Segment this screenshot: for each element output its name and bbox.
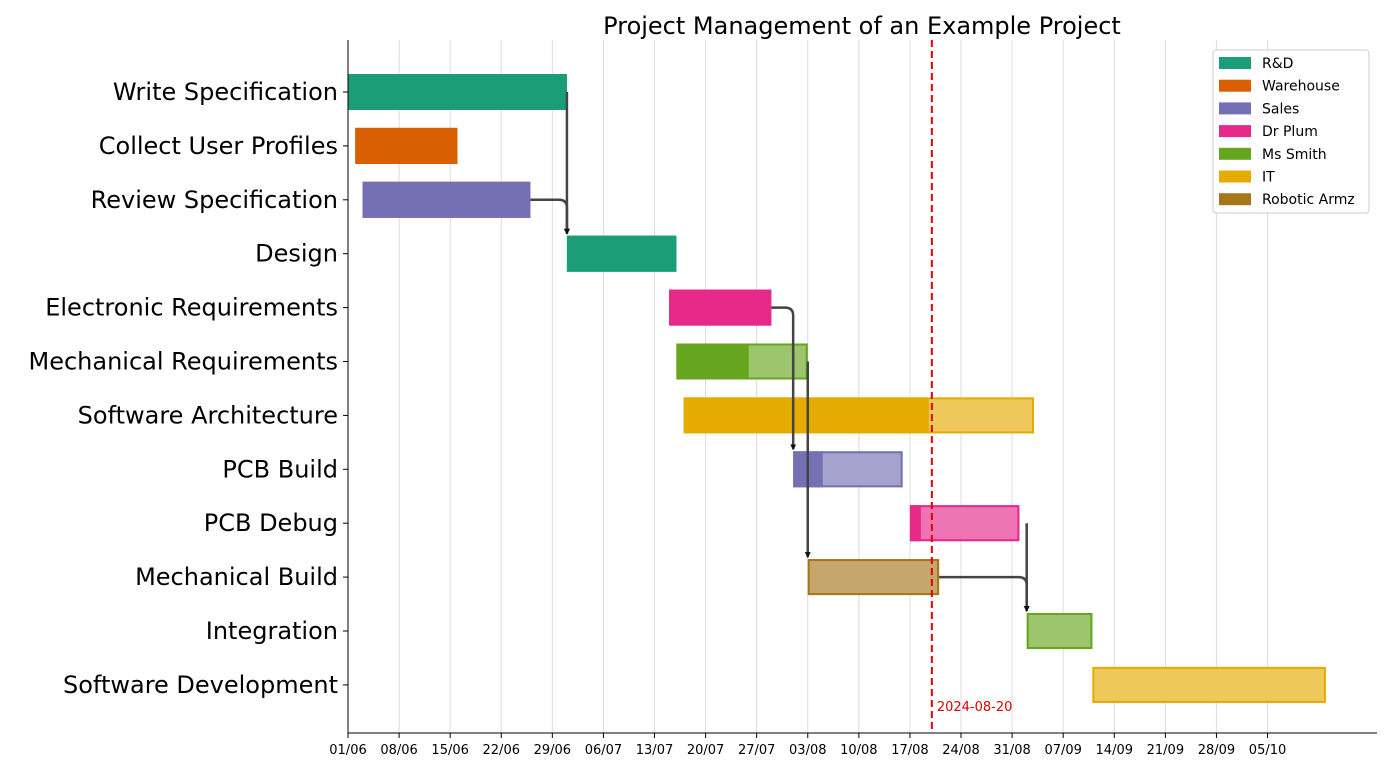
task-bar-remaining [1026,613,1093,649]
task-label: Software Architecture [78,401,338,429]
legend-swatch [1219,170,1251,183]
today-marker: 2024-08-20 [930,40,1013,733]
task-bar-completed [676,343,749,380]
task-bar [362,181,531,218]
task-bar [683,397,1035,434]
x-tick-label: 01/06 [329,743,366,758]
x-gridlines [398,40,1269,733]
task-bar-completed [362,181,531,218]
task-bar-remaining [807,559,940,596]
legend-swatch [1219,193,1251,206]
x-tick-label: 08/06 [380,743,417,758]
x-tick-label: 03/08 [789,743,826,758]
task-bar [348,74,567,110]
legend-swatch [1219,147,1251,160]
task-bar [566,235,677,272]
axes: 01/06 08/06 15/06 22/06 29/06 06/07 13/07 20/07… [28,40,1377,758]
task-label: Mechanical Requirements [28,348,338,376]
legend-entry: Warehouse [1262,79,1340,95]
dependency-arrows [530,92,1030,612]
task-bar [1092,666,1326,703]
x-tick-label: 20/07 [687,743,724,758]
legend: R&D Warehouse Sales Dr Plum Ms Smith IT Roboti… [1212,49,1370,214]
task-bar-outline [355,127,458,164]
legend-swatch [1219,102,1251,115]
task-bar [676,343,808,380]
task-bar [355,127,458,164]
x-tick-label: 05/10 [1249,743,1286,758]
task-bar-outline [807,559,940,596]
task-bar-outline [362,181,531,218]
x-tick-label: 14/09 [1096,743,1133,758]
x-tick-label: 29/06 [534,743,571,758]
x-tick-label: 28/09 [1198,743,1235,758]
task-bar [1026,613,1093,649]
task-label: Write Specification [113,78,338,106]
task-bar-remaining [909,505,1020,542]
task-label: Design [255,240,338,268]
legend-swatch [1219,57,1251,69]
task-bar-completed [348,74,567,110]
legend-box [1212,49,1370,214]
task-label: Review Specification [91,186,338,214]
task-label: Mechanical Build [135,563,338,591]
task-bar [807,559,940,596]
legend-entry: Sales [1262,101,1299,117]
task-bar-completed [669,289,772,326]
legend-entry: IT [1262,170,1275,186]
x-tick-label: 17/08 [891,743,928,758]
task-label: Electronic Requirements [45,294,338,322]
task-bar-outline [669,289,772,326]
task-bar-completed [909,505,921,542]
task-bar-outline [1092,666,1326,703]
task-bar-outline [683,397,1035,434]
x-tick-label: 27/07 [738,743,775,758]
task-label: Integration [206,617,338,645]
task-label: Collect User Profiles [99,132,338,160]
task-bars [348,74,1326,703]
task-bar-outline [1026,613,1093,649]
x-tick-label: 07/09 [1044,743,1081,758]
legend-entry: Dr Plum [1262,124,1318,140]
task-label: PCB Debug [204,509,338,537]
legend-entry: R&D [1262,56,1293,72]
legend-swatch [1219,79,1251,92]
chart-title: Project Management of an Example Project [603,12,1121,40]
x-tick-label: 10/08 [840,743,877,758]
dependency-arrow [939,575,1030,612]
dependency-arrow [530,198,570,235]
task-bar [669,289,772,326]
task-label: Software Development [63,671,338,699]
x-tick-label: 06/07 [585,743,622,758]
task-bar [793,451,903,488]
task-bar [909,505,1020,542]
task-bar-outline [566,235,677,272]
x-tick-label: 15/06 [431,743,468,758]
task-bar-outline [793,451,903,488]
x-tick-label: 13/07 [636,743,673,758]
legend-entry: Ms Smith [1262,147,1327,163]
legend-swatch [1219,125,1251,138]
task-bar-completed [355,127,458,164]
task-bar-completed [683,397,929,434]
dependency-arrow [771,306,797,451]
x-tick-label: 21/09 [1147,743,1184,758]
x-tick-label: 22/06 [483,743,520,758]
x-tick-label: 24/08 [942,743,979,758]
task-label: PCB Build [222,455,338,483]
legend-entry: Robotic Armz [1262,192,1355,208]
x-tick-label: 31/08 [993,743,1030,758]
task-bar-outline [909,505,1020,542]
today-label: 2024-08-20 [937,700,1013,715]
task-bar-completed [566,235,677,272]
task-bar-remaining [1092,666,1326,703]
